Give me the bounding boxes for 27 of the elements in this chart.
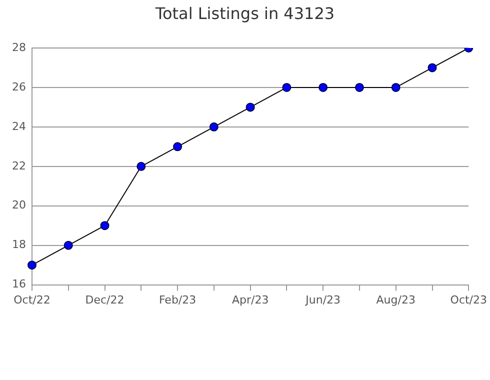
point (100, 221, 110, 230)
x-tick-label: Apr/23 (232, 293, 269, 306)
y-tick-label: 22 (12, 159, 26, 172)
point (64, 240, 73, 250)
y-tick-label: 28 (12, 40, 26, 54)
y-tick-label: 24 (12, 120, 26, 133)
y-tick-label: 16 (12, 278, 26, 291)
x-tick-label: Oct/22 (14, 293, 50, 306)
chart-title: Total Listings in 43123 (154, 4, 336, 23)
x-tick-label: Feb/23 (158, 293, 196, 306)
point (246, 102, 255, 112)
x-tick-label: Aug/23 (376, 293, 416, 306)
point (428, 63, 437, 72)
point (136, 162, 146, 171)
point (173, 142, 182, 152)
y-tick-label: 26 (12, 80, 26, 94)
x-tick-label: Oct/23 (450, 293, 488, 306)
y-tick-label: 18 (12, 238, 26, 252)
point (27, 260, 36, 270)
point (282, 82, 292, 92)
y-tick-label: 20 (12, 198, 26, 212)
point (318, 82, 328, 92)
point (354, 82, 364, 92)
x-tick-label: Jun/23 (304, 293, 341, 306)
point (209, 122, 218, 132)
point (391, 82, 400, 92)
x-tick-label: Dec/22 (85, 293, 124, 306)
